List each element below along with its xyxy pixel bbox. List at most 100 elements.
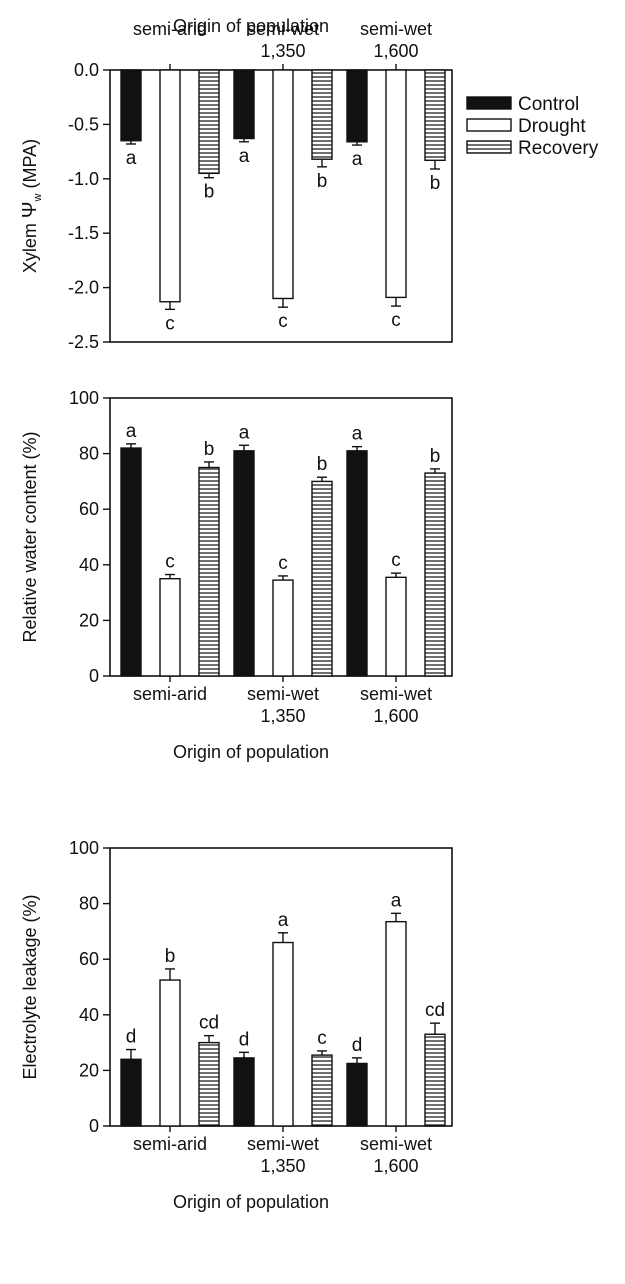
legend-swatch-control	[466, 96, 512, 110]
legend-label: Control	[518, 94, 579, 115]
bar-drought	[385, 69, 407, 299]
bar-drought	[159, 578, 181, 677]
bar-control	[233, 1057, 255, 1127]
y-tick-label: 0	[89, 1116, 99, 1136]
bar-control	[233, 69, 255, 140]
chart-panel-3: 0 20 40 60 80 100 d d d b a a cd c cd semi-arid semi-wet…	[20, 838, 453, 1212]
y-tick-label: 80	[79, 444, 99, 464]
bar-recovery	[311, 1054, 333, 1127]
significance-letter: d	[352, 1035, 363, 1056]
y-tick-label: 20	[79, 610, 99, 630]
bar-recovery	[311, 480, 333, 677]
legend-label: Drought	[518, 116, 586, 137]
y-tick-label: -2.0	[68, 278, 99, 298]
bar-control	[120, 1058, 142, 1127]
bar-control	[346, 450, 368, 677]
category-label: semi-wet	[247, 684, 319, 704]
bar-recovery	[311, 69, 333, 160]
bar-control	[346, 69, 368, 143]
significance-letter: a	[126, 421, 137, 442]
y-axis-title: Xylem Ψw (MPA)	[19, 139, 44, 273]
y-axis-title: Electrolyte leakage (%)	[20, 894, 40, 1079]
significance-letter: d	[239, 1029, 250, 1050]
y-tick-label: 60	[79, 949, 99, 969]
category-label-line2: 1,350	[260, 41, 305, 61]
significance-letter: b	[317, 454, 328, 475]
bar-drought	[272, 941, 294, 1127]
bar-recovery	[198, 1041, 220, 1127]
bar-control	[120, 69, 142, 142]
bar-recovery	[424, 1033, 446, 1127]
category-label-line2: 1,350	[260, 1156, 305, 1176]
category-label-line2: 1,600	[373, 41, 418, 61]
significance-letter: b	[204, 439, 215, 460]
y-tick-label: 100	[69, 838, 99, 858]
significance-letter: b	[165, 946, 176, 967]
significance-letter: b	[430, 446, 441, 467]
y-tick-label: 100	[69, 388, 99, 408]
y-axis-title-part: w	[32, 193, 44, 202]
significance-letter: a	[239, 146, 250, 167]
y-tick-label: 60	[79, 499, 99, 519]
x-axis-title: Origin of population	[173, 742, 329, 762]
bar-recovery	[424, 69, 446, 162]
y-tick-label: 0	[89, 666, 99, 686]
bar-drought	[272, 579, 294, 677]
x-axis-title: Origin of population	[173, 1192, 329, 1212]
chart-panel-1: 0.0 -0.5 -1.0 -1.5 -2.0 -2.5 a a a c c c b b b semi-ari…	[19, 16, 599, 352]
y-tick-label: -1.0	[68, 169, 99, 189]
significance-letter: b	[317, 171, 328, 192]
y-tick-label: 40	[79, 555, 99, 575]
significance-letter: c	[317, 1028, 327, 1049]
significance-letter: a	[239, 422, 250, 443]
category-label: semi-wet	[247, 19, 319, 39]
category-label: semi-wet	[360, 1134, 432, 1154]
significance-letter: b	[204, 182, 215, 203]
significance-letter: c	[165, 552, 175, 573]
x-axis-title: Origin of population	[173, 16, 329, 36]
significance-letter: cd	[199, 1013, 219, 1034]
y-tick-label: 80	[79, 894, 99, 914]
category-label: semi-arid	[133, 19, 207, 39]
significance-letter: b	[430, 173, 441, 194]
y-axis-title-part: (MPA)	[20, 139, 40, 194]
category-label-line2: 1,350	[260, 706, 305, 726]
y-tick-label: 0.0	[74, 60, 99, 80]
category-label-line2: 1,600	[373, 706, 418, 726]
y-tick-label: 40	[79, 1005, 99, 1025]
legend-label: Recovery	[518, 138, 599, 159]
significance-letter: c	[165, 313, 175, 334]
y-tick-label: 20	[79, 1060, 99, 1080]
significance-letter: a	[126, 148, 137, 169]
category-label: semi-arid	[133, 1134, 207, 1154]
category-label-line2: 1,600	[373, 1156, 418, 1176]
bar-recovery	[424, 472, 446, 677]
significance-letter: a	[391, 890, 402, 911]
significance-letter: a	[352, 424, 363, 445]
bar-drought	[385, 576, 407, 677]
y-axis-title-part: Xylem	[20, 218, 40, 273]
bar-control	[346, 1062, 368, 1127]
bar-drought	[159, 979, 181, 1127]
y-axis-title-part: Ψ	[19, 201, 41, 218]
significance-letter: c	[278, 553, 288, 574]
y-tick-label: -1.5	[68, 223, 99, 243]
bar-drought	[385, 920, 407, 1127]
category-label: semi-arid	[133, 684, 207, 704]
significance-letter: a	[278, 910, 289, 931]
y-axis-title: Relative water content (%)	[20, 431, 40, 642]
bar-control	[233, 450, 255, 677]
significance-letter: c	[391, 310, 401, 331]
category-label: semi-wet	[360, 19, 432, 39]
y-tick-label: -2.5	[68, 332, 99, 352]
bar-recovery	[198, 69, 220, 175]
significance-letter: c	[391, 550, 401, 571]
legend-swatch-recovery	[466, 140, 512, 154]
category-label: semi-wet	[360, 684, 432, 704]
legend-swatch-drought	[466, 118, 512, 132]
significance-letter: a	[352, 149, 363, 170]
bar-drought	[159, 69, 181, 303]
